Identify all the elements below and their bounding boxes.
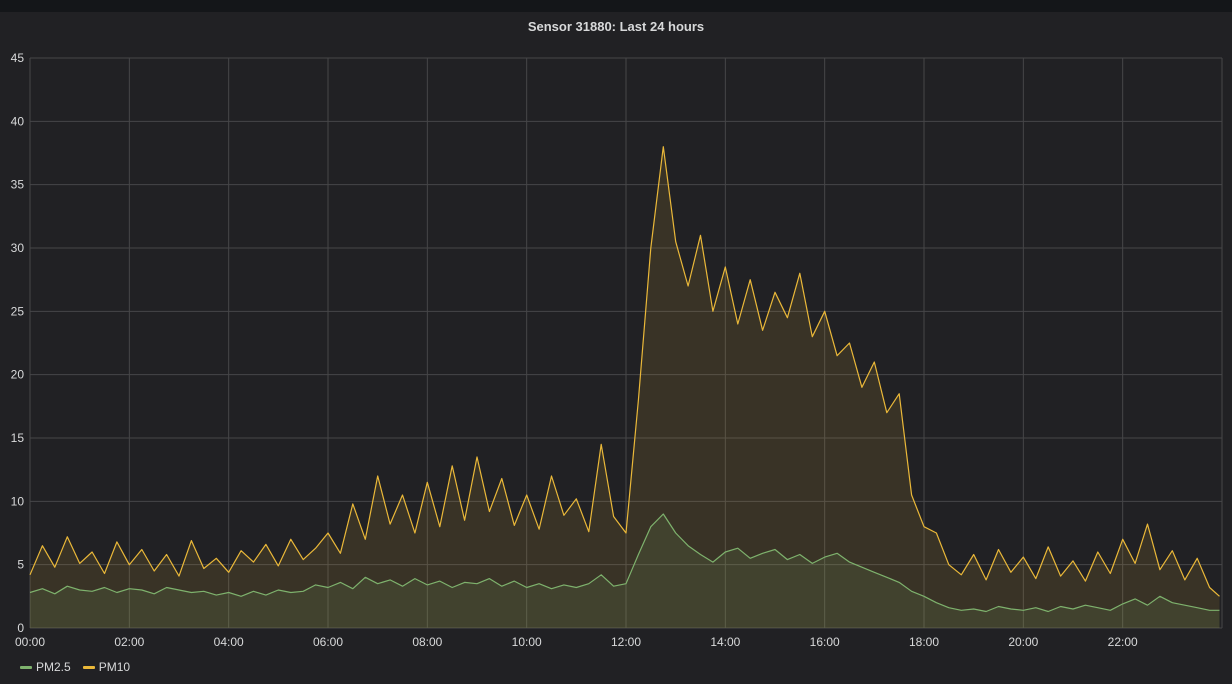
y-tick-label: 10 (11, 494, 25, 508)
legend-item-pm10[interactable]: PM10 (82, 660, 131, 674)
y-tick-label: 45 (11, 51, 25, 65)
legend-label: PM2.5 (36, 660, 71, 674)
x-tick-label: 10:00 (512, 635, 542, 649)
series-line-pm25[interactable] (29, 513, 1220, 613)
y-tick-label: 5 (17, 558, 24, 572)
legend-swatch (20, 665, 32, 669)
y-tick-label: 0 (17, 621, 24, 635)
legend-item-pm25[interactable]: PM2.5 (20, 660, 71, 674)
graph-panel: Sensor 31880: Last 24 hours 0 5 10 15 20 25 30… (0, 12, 1232, 684)
x-tick-label: 06:00 (313, 635, 343, 649)
x-tick-label: 08:00 (412, 635, 442, 649)
line-chart[interactable]: 0 5 10 15 20 25 30 35 40 45 00:00 02:00 04:00 06:00 08… (0, 12, 1232, 684)
series-line-pm10[interactable] (29, 146, 1220, 597)
x-tick-label: 14:00 (710, 635, 740, 649)
x-tick-label: 20:00 (1008, 635, 1038, 649)
x-tick-label: 22:00 (1108, 635, 1138, 649)
legend-swatch (82, 665, 95, 669)
y-tick-label: 40 (11, 114, 25, 128)
y-tick-label: 30 (11, 241, 25, 255)
legend: PM2.5 PM10 (20, 660, 130, 674)
series-area-pm10 (30, 146, 1220, 628)
panel-title[interactable]: Sensor 31880: Last 24 hours (527, 19, 705, 34)
legend-label: PM10 (98, 660, 131, 674)
series-layer (29, 146, 1220, 628)
y-tick-label: 35 (11, 178, 25, 192)
x-tick-label: 00:00 (15, 635, 45, 649)
y-tick-label: 20 (11, 368, 25, 382)
x-tick-label: 18:00 (909, 635, 939, 649)
y-tick-label: 15 (11, 431, 25, 445)
y-tick-label: 25 (11, 304, 25, 318)
series-area-pm25 (30, 514, 1220, 628)
x-tick-label: 04:00 (214, 635, 244, 649)
axis-layer: 0 5 10 15 20 25 30 35 40 45 00:00 02:00 04:00 06:00 08… (11, 51, 1138, 649)
x-tick-label: 16:00 (810, 635, 840, 649)
x-tick-label: 02:00 (114, 635, 144, 649)
grid-layer (29, 57, 1223, 629)
x-tick-label: 12:00 (611, 635, 641, 649)
